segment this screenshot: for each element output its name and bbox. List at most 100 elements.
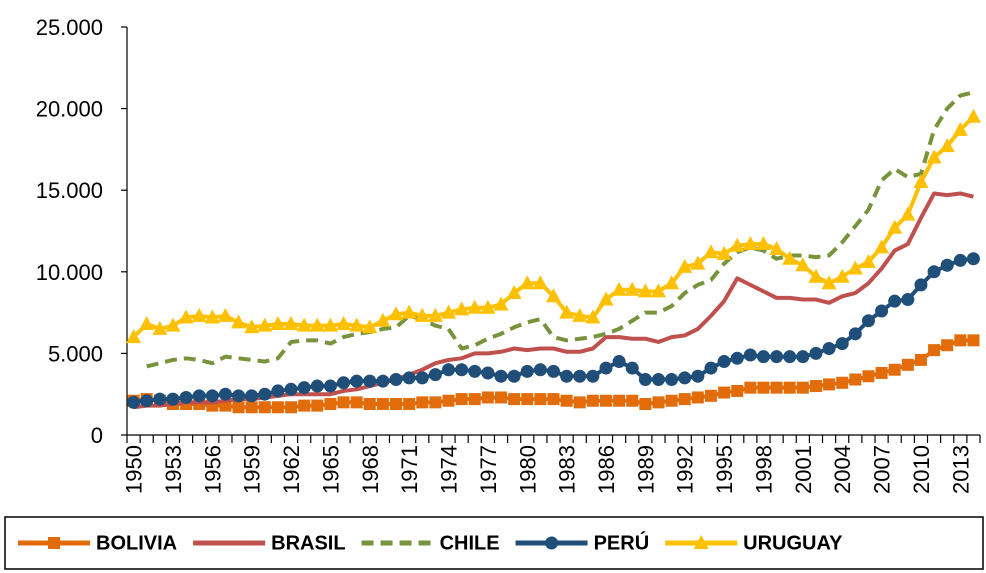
- data-point: [533, 363, 547, 377]
- y-tick-label: 5.000: [48, 341, 103, 366]
- x-tick-label: 1974: [437, 445, 462, 494]
- data-point: [927, 265, 941, 279]
- legend-item: CHILE: [361, 532, 500, 554]
- x-tick-label: 1989: [633, 445, 658, 494]
- data-point: [808, 268, 824, 283]
- data-point: [324, 397, 337, 410]
- data-point: [350, 396, 363, 409]
- data-point: [875, 304, 889, 318]
- data-point: [245, 389, 259, 403]
- data-point: [140, 394, 154, 408]
- data-point: [914, 278, 928, 292]
- data-point: [783, 381, 796, 394]
- data-point: [755, 236, 771, 251]
- data-point: [940, 258, 954, 272]
- data-point: [598, 291, 614, 306]
- data-point: [323, 379, 337, 393]
- x-tick-label: 1950: [122, 445, 147, 494]
- data-point: [743, 348, 757, 362]
- data-point: [783, 350, 797, 364]
- y-tick-label: 10.000: [36, 260, 103, 285]
- data-point: [690, 255, 706, 270]
- data-point: [192, 389, 206, 403]
- data-point: [586, 394, 599, 407]
- data-point: [362, 319, 378, 334]
- data-point: [678, 371, 692, 385]
- data-point: [336, 316, 352, 331]
- data-point: [205, 389, 219, 403]
- data-point: [257, 317, 273, 332]
- data-point: [678, 393, 691, 406]
- data-point: [848, 327, 862, 341]
- data-point: [612, 355, 626, 369]
- data-point: [809, 380, 822, 393]
- data-point: [455, 363, 469, 377]
- data-point: [480, 299, 496, 314]
- data-point: [441, 304, 457, 319]
- data-point: [716, 245, 732, 260]
- data-point: [847, 260, 863, 275]
- data-point: [178, 309, 194, 324]
- data-point: [271, 384, 285, 398]
- data-point: [481, 391, 494, 404]
- legend-item: BRASIL: [193, 532, 346, 554]
- data-point: [337, 396, 350, 409]
- data-point: [677, 258, 693, 273]
- x-tick-label: 2001: [791, 445, 816, 494]
- x-tick-label: 2013: [948, 445, 973, 494]
- data-point: [900, 206, 916, 221]
- data-point: [429, 396, 442, 409]
- data-point: [650, 283, 666, 298]
- y-tick-label: 25.000: [36, 15, 103, 40]
- data-point: [821, 275, 837, 290]
- data-point: [572, 307, 588, 322]
- legend-item: BOLIVIA: [18, 532, 177, 554]
- data-point: [337, 376, 351, 390]
- legend-label: BOLIVIA: [96, 532, 177, 554]
- data-point: [204, 309, 220, 324]
- data-point: [218, 387, 232, 401]
- data-point: [665, 373, 679, 387]
- data-point: [506, 285, 522, 300]
- x-tick-label: 1956: [200, 445, 225, 494]
- data-point: [939, 138, 955, 153]
- legend-marker: [48, 537, 60, 549]
- data-point: [756, 350, 770, 364]
- data-point: [928, 344, 941, 357]
- data-point: [914, 353, 927, 366]
- data-point: [298, 399, 311, 412]
- data-point: [599, 361, 613, 375]
- data-point: [965, 108, 981, 123]
- data-point: [834, 268, 850, 283]
- x-tick-label: 1965: [318, 445, 343, 494]
- data-point: [770, 381, 783, 394]
- data-point: [651, 373, 665, 387]
- data-point: [519, 275, 535, 290]
- x-tick-label: 1968: [358, 445, 383, 494]
- data-point: [638, 373, 652, 387]
- data-point: [731, 384, 744, 397]
- data-point: [560, 369, 574, 383]
- data-point: [310, 379, 324, 393]
- data-point: [427, 307, 443, 322]
- data-point: [415, 371, 429, 385]
- data-point: [309, 317, 325, 332]
- data-point: [442, 363, 456, 377]
- x-tick-label: 1986: [594, 445, 619, 494]
- data-point: [691, 391, 704, 404]
- y-tick-label: 15.000: [36, 178, 103, 203]
- data-point: [521, 393, 534, 406]
- data-point: [508, 393, 521, 406]
- x-tick-label: 1992: [673, 445, 698, 494]
- data-point: [454, 301, 470, 316]
- data-point: [611, 281, 627, 296]
- data-point: [217, 307, 233, 322]
- data-point: [665, 394, 678, 407]
- data-point: [926, 149, 942, 164]
- data-point: [245, 401, 258, 414]
- data-point: [244, 319, 260, 334]
- data-point: [152, 320, 168, 335]
- legend-box: [4, 516, 984, 570]
